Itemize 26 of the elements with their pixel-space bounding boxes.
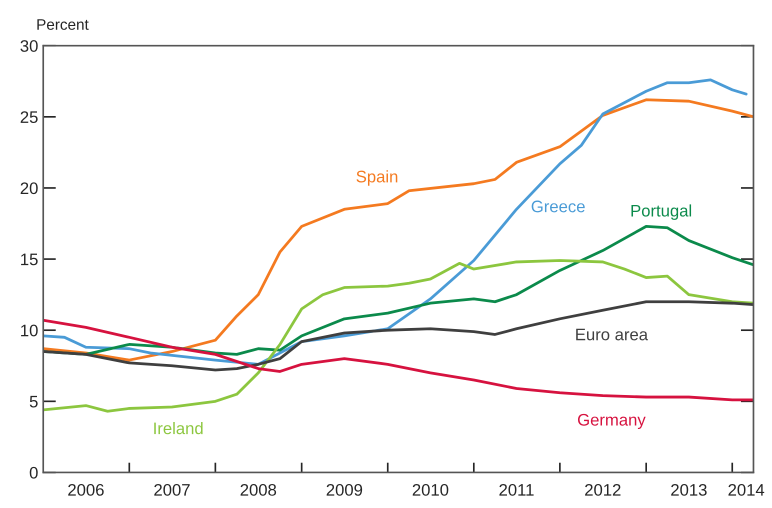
line-series <box>43 318 754 402</box>
series-label: Greece <box>532 200 585 212</box>
line-series <box>43 300 754 372</box>
y-tick-label: 15 <box>21 254 38 266</box>
x-tick-label: 2014 <box>728 484 764 496</box>
series-label: Germany <box>578 414 646 429</box>
y-tick-label: 25 <box>20 111 38 124</box>
x-tick-label: 2013 <box>671 484 707 496</box>
x-tick-label: 2007 <box>154 484 190 496</box>
y-tick-label: 10 <box>21 324 38 336</box>
y-tick-label: 30 <box>20 40 38 52</box>
x-tick-label: 2008 <box>240 484 276 496</box>
line-series <box>43 259 754 413</box>
series-label: Spain <box>356 170 398 186</box>
x-tick-label: 2012 <box>585 484 620 496</box>
y-axis-title: Percent <box>37 19 89 30</box>
y-tick-label: 5 <box>30 396 38 408</box>
series-label: Portugal <box>631 204 692 220</box>
x-tick-label: 2011 <box>499 484 534 496</box>
x-tick-label: 2010 <box>412 484 448 496</box>
y-tick-label: 20 <box>20 182 38 194</box>
series-label: Euro area <box>576 328 648 340</box>
y-tick-label: 0 <box>30 466 38 479</box>
x-tick-label: 2009 <box>326 484 362 496</box>
x-tick-label: 2006 <box>68 484 104 496</box>
series-label: Ireland <box>154 422 203 434</box>
